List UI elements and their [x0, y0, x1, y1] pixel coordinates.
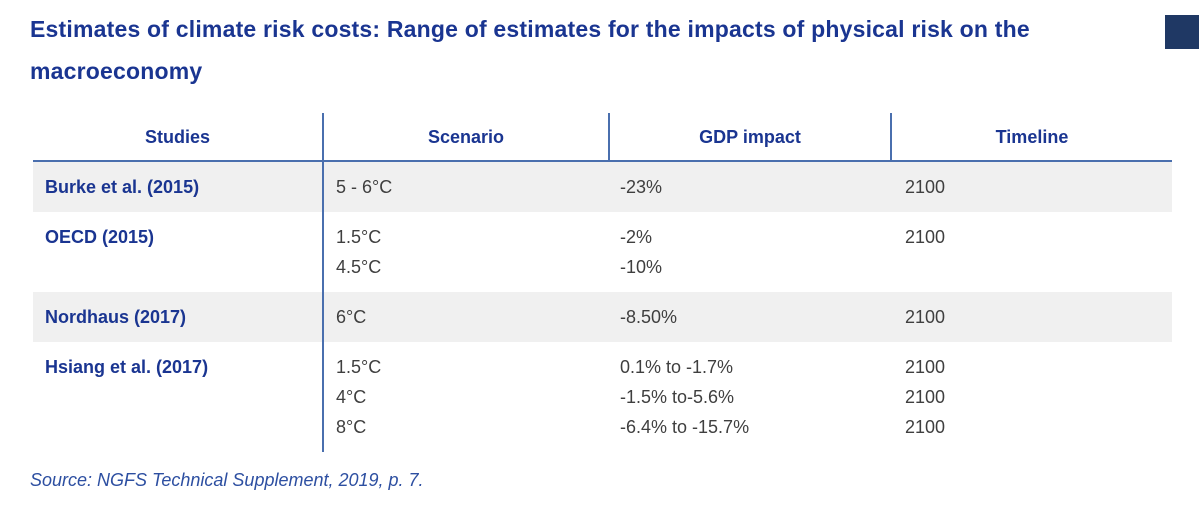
study-cell: Burke et al. (2015)	[45, 177, 200, 197]
scenario-value: 1.5°C	[336, 227, 382, 247]
scenario-cell: 5 - 6°C	[322, 162, 608, 212]
gdp-impact-value: -23%	[620, 177, 663, 197]
timeline-value: 2100	[905, 387, 946, 407]
timeline-value: 2100	[905, 417, 946, 437]
table-row: Hsiang et al. (2017) 1.5°C 4°C 8°C 0.1% …	[33, 342, 1172, 452]
scenario-value: 4.5°C	[336, 257, 382, 277]
source-note: Source: NGFS Technical Supplement, 2019,…	[30, 470, 424, 490]
gdp-impact-value: -10%	[620, 257, 663, 277]
study-cell: OECD (2015)	[45, 227, 155, 247]
timeline-value: 2100	[905, 177, 946, 197]
table-header-row: Studies Scenario GDP impact Timeline	[33, 113, 1172, 162]
brand-square-decoration	[1165, 15, 1199, 49]
table-row: Burke et al. (2015) 5 - 6°C -23% 2100	[33, 162, 1172, 212]
column-header-scenario: Scenario	[322, 113, 608, 161]
timeline-cell: 2100	[890, 292, 1172, 342]
scenario-value: 8°C	[336, 417, 367, 437]
gdp-impact-value: -6.4% to -15.7%	[620, 417, 750, 437]
timeline-cell: 2100	[890, 162, 1172, 212]
column-header-gdp-impact: GDP impact	[608, 113, 890, 161]
scenario-value: 1.5°C	[336, 357, 382, 377]
scenario-cell: 6°C	[322, 292, 608, 342]
gdp-impact-value: -1.5% to-5.6%	[620, 387, 735, 407]
timeline-value: 2100	[905, 227, 946, 247]
timeline-value: 2100	[905, 357, 946, 377]
scenario-value: 4°C	[336, 387, 367, 407]
estimates-table: Studies Scenario GDP impact Timeline Bur…	[33, 113, 1172, 452]
table-row: OECD (2015) 1.5°C 4.5°C -2% -10% 2100	[33, 212, 1172, 292]
gdp-impact-value: -2%	[620, 227, 653, 247]
study-cell: Nordhaus (2017)	[45, 307, 187, 327]
table-row: Nordhaus (2017) 6°C -8.50% 2100	[33, 292, 1172, 342]
gdp-impact-cell: -2% -10%	[608, 212, 890, 292]
timeline-cell: 2100 2100 2100	[890, 342, 1172, 452]
column-header-studies: Studies	[144, 127, 210, 147]
timeline-value: 2100	[905, 307, 946, 327]
scenario-cell: 1.5°C 4°C 8°C	[322, 342, 608, 452]
timeline-cell: 2100	[890, 212, 1172, 292]
gdp-impact-cell: 0.1% to -1.7% -1.5% to-5.6% -6.4% to -15…	[608, 342, 890, 452]
scenario-cell: 1.5°C 4.5°C	[322, 212, 608, 292]
gdp-impact-cell: -23%	[608, 162, 890, 212]
scenario-value: 6°C	[336, 307, 367, 327]
study-cell: Hsiang et al. (2017)	[45, 357, 209, 377]
gdp-impact-cell: -8.50%	[608, 292, 890, 342]
gdp-impact-value: 0.1% to -1.7%	[620, 357, 734, 377]
page-title: Estimates of climate risk costs: Range o…	[30, 16, 1030, 84]
scenario-value: 5 - 6°C	[336, 177, 393, 197]
gdp-impact-value: -8.50%	[620, 307, 678, 327]
column-header-timeline: Timeline	[890, 113, 1172, 161]
